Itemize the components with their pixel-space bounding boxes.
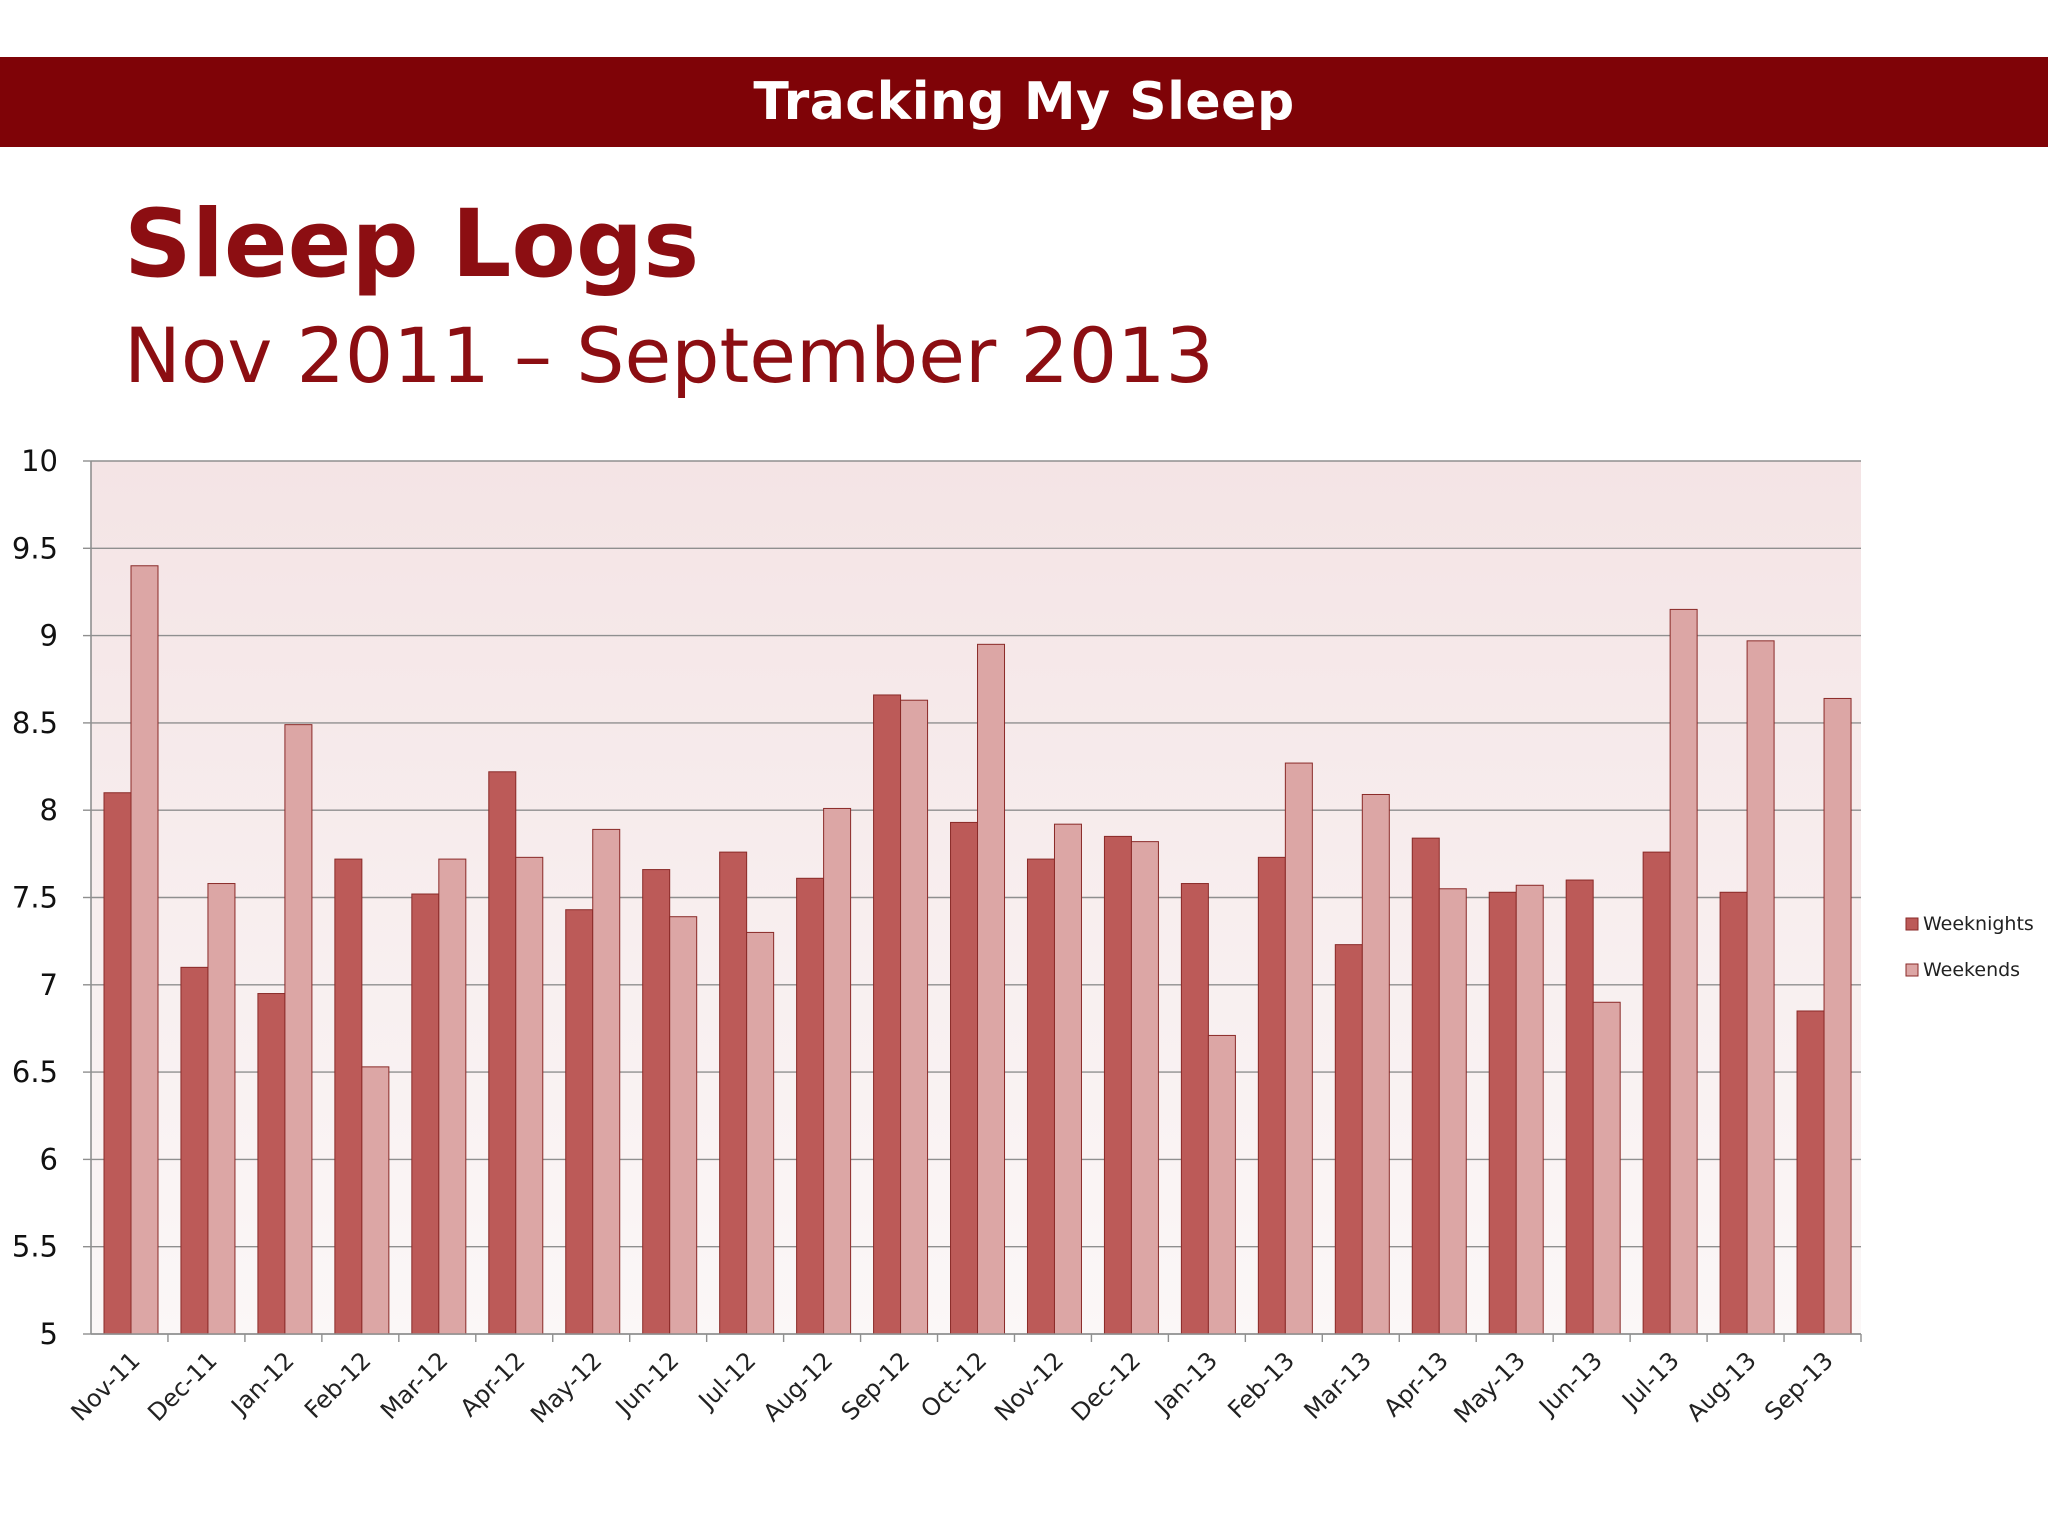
y-tick-label: 9 (40, 619, 58, 653)
bar-weekends-aug-13 (1746, 640, 1775, 1335)
banner-title: Tracking My Sleep (753, 72, 1295, 132)
x-tick-label: Jun-12 (609, 1346, 684, 1421)
x-tick-label: Nov-11 (66, 1346, 146, 1426)
bar-weekends-feb-13 (1284, 762, 1313, 1335)
bar-weeknights-jul-13 (1642, 851, 1671, 1335)
bar-weekends-sep-12 (900, 699, 929, 1335)
x-tick-label: Mar-12 (375, 1346, 453, 1424)
y-tick-label: 5 (40, 1317, 58, 1351)
bar-weeknights-dec-11 (180, 966, 209, 1335)
bar-weeknights-aug-13 (1719, 891, 1748, 1335)
x-tick-label: May-12 (525, 1346, 607, 1428)
y-tick-label: 9.5 (12, 531, 58, 565)
bar-weeknights-nov-11 (103, 792, 132, 1335)
x-tick-label: Jul-12 (692, 1346, 761, 1415)
bar-weeknights-feb-13 (1257, 856, 1286, 1335)
bar-weeknights-jul-12 (719, 851, 748, 1335)
x-tick-label: Apr-13 (1378, 1346, 1454, 1422)
bar-weeknights-feb-12 (334, 858, 363, 1335)
x-tick-label: Aug-12 (758, 1346, 839, 1427)
bar-weekends-jul-12 (746, 931, 775, 1335)
y-tick-label: 7 (40, 968, 58, 1002)
bar-weeknights-oct-12 (950, 821, 979, 1335)
bar-weeknights-mar-13 (1334, 944, 1363, 1335)
x-tick-label: Sep-12 (836, 1346, 916, 1426)
bar-weekends-mar-13 (1361, 793, 1390, 1335)
header-banner: Tracking My Sleep (0, 57, 2048, 147)
bar-weekends-nov-12 (1053, 823, 1082, 1335)
y-tick-label: 5.5 (12, 1230, 58, 1264)
bar-weekends-apr-12 (515, 856, 544, 1335)
x-tick-label: Feb-12 (299, 1346, 377, 1424)
x-tick-label: Dec-11 (142, 1346, 222, 1426)
x-tick-label: Mar-13 (1299, 1346, 1377, 1424)
bar-weekends-jun-12 (669, 916, 698, 1335)
bar-weeknights-may-13 (1488, 891, 1517, 1335)
bar-weekends-jun-13 (1592, 1001, 1621, 1335)
bar-weekends-mar-12 (438, 858, 467, 1335)
x-tick-label: Jan-13 (1148, 1346, 1223, 1421)
legend: Weeknights Weekends (1905, 913, 2034, 981)
x-tick-label: Jun-13 (1532, 1346, 1607, 1421)
bar-weeknights-apr-12 (488, 771, 517, 1335)
bar-weeknights-apr-13 (1411, 837, 1440, 1335)
slide-title: Sleep Logs (124, 190, 700, 299)
x-tick-label: Jul-13 (1615, 1346, 1684, 1415)
slide-subtitle: Nov 2011 – September 2013 (124, 311, 1214, 400)
x-tick-label: Feb-13 (1222, 1346, 1300, 1424)
bar-weeknights-may-12 (565, 909, 594, 1335)
bar-weeknights-mar-12 (411, 893, 440, 1335)
y-tick-label: 6 (40, 1142, 58, 1176)
legend-label-weeknights: Weeknights (1923, 913, 2034, 935)
bar-weeknights-dec-12 (1103, 835, 1132, 1335)
bar-weeknights-jun-13 (1565, 879, 1594, 1335)
bar-weeknights-aug-12 (796, 877, 825, 1335)
bar-weeknights-jan-13 (1180, 883, 1209, 1335)
legend-swatch-weekends (1905, 963, 1919, 977)
bar-weeknights-jun-12 (642, 869, 671, 1335)
y-tick-label: 6.5 (12, 1055, 58, 1089)
bar-weekends-may-13 (1515, 884, 1544, 1335)
bar-weekends-apr-13 (1438, 888, 1467, 1335)
legend-swatch-weeknights (1905, 917, 1919, 931)
bar-weeknights-nov-12 (1026, 858, 1055, 1335)
bars (103, 565, 1852, 1335)
bar-weekends-feb-12 (361, 1066, 390, 1335)
bar-weekends-aug-12 (823, 807, 852, 1335)
bar-weeknights-sep-12 (873, 694, 902, 1335)
bar-weekends-dec-11 (207, 883, 236, 1335)
bar-weekends-sep-13 (1823, 697, 1852, 1335)
y-tick-label: 8.5 (12, 706, 58, 740)
x-tick-label: Apr-12 (455, 1346, 531, 1422)
y-tick-label: 7.5 (12, 881, 58, 915)
x-tick-label: Oct-12 (915, 1346, 992, 1423)
x-tick-label: Aug-13 (1681, 1346, 1762, 1427)
bar-weekends-nov-11 (130, 565, 159, 1335)
x-tick-label: May-13 (1449, 1346, 1531, 1428)
bar-weekends-dec-12 (1130, 841, 1159, 1335)
bar-weeknights-sep-13 (1796, 1010, 1825, 1335)
bar-weekends-jan-12 (284, 724, 313, 1335)
bar-weekends-jul-13 (1669, 608, 1698, 1335)
bar-weekends-oct-12 (977, 643, 1006, 1335)
y-tick-label: 8 (40, 793, 58, 827)
x-tick-label: Jan-12 (225, 1346, 300, 1421)
bar-weekends-jan-13 (1207, 1034, 1236, 1335)
bar-weekends-may-12 (592, 828, 621, 1335)
legend-label-weekends: Weekends (1923, 959, 2020, 981)
x-tick-label: Nov-12 (989, 1346, 1069, 1426)
bar-weeknights-jan-12 (257, 993, 286, 1335)
x-tick-label: Sep-13 (1759, 1346, 1839, 1426)
y-tick-label: 10 (21, 444, 58, 478)
x-tick-label: Dec-12 (1066, 1346, 1146, 1426)
